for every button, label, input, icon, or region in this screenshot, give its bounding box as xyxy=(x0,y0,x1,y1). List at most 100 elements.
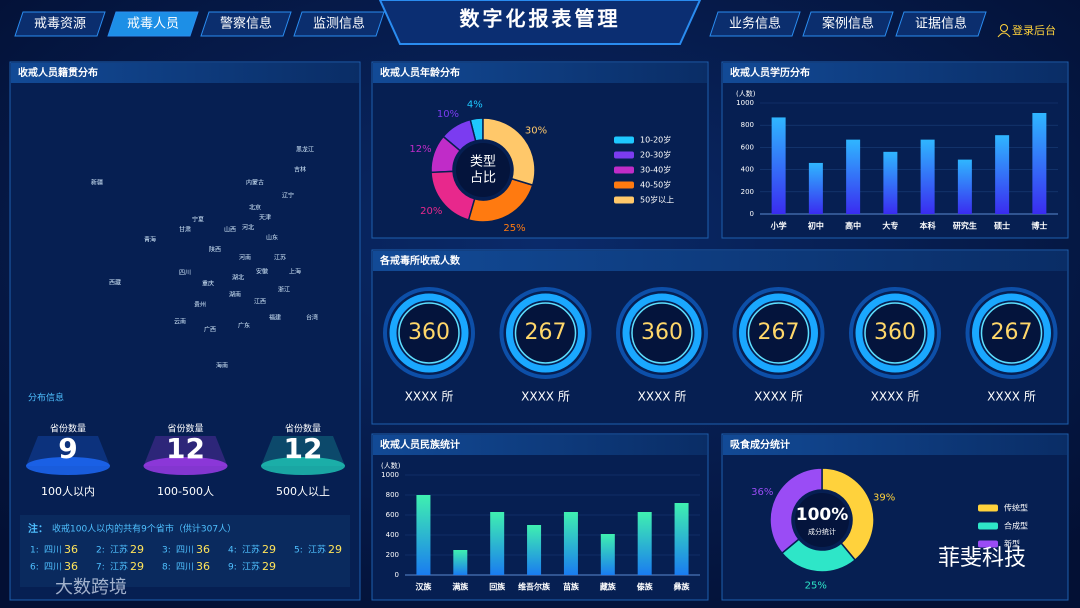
nav-tab-label[interactable]: 证据信息 xyxy=(915,16,967,32)
panel xyxy=(371,249,1069,425)
region-label: 浙江 xyxy=(278,286,290,294)
center-value: 360 xyxy=(641,320,683,345)
panel-title: 收戒人员学历分布 xyxy=(730,66,810,79)
region-label: 山西 xyxy=(224,226,236,234)
legend-swatch xyxy=(978,504,998,512)
panel-header xyxy=(373,63,707,83)
legend-swatch xyxy=(614,196,634,204)
nav-tab[interactable] xyxy=(802,11,894,37)
donut-center-label: 类型 xyxy=(470,155,496,170)
x-tick-label: 初中 xyxy=(808,221,824,231)
region-label: 贵州 xyxy=(194,301,206,309)
x-tick-label: 维吾尔族 xyxy=(518,582,551,592)
legend-swatch xyxy=(978,522,998,530)
bar xyxy=(637,512,652,575)
region-label: 河南 xyxy=(239,254,251,262)
list-rank: 1: xyxy=(30,546,39,556)
list-value: 29 xyxy=(130,560,144,573)
region-label: 广东 xyxy=(238,322,250,330)
region-label: 山东 xyxy=(266,234,278,242)
legend-swatch xyxy=(614,166,634,174)
nav-tab-label[interactable]: 业务信息 xyxy=(729,16,781,32)
nav-tab-label[interactable]: 戒毒人员 xyxy=(127,17,179,32)
nav-tab[interactable] xyxy=(107,11,199,37)
region-label: 重庆 xyxy=(202,280,214,288)
ring xyxy=(622,293,702,373)
y-tick-label: 0 xyxy=(395,571,399,579)
ring-outer xyxy=(383,287,475,379)
y-tick-label: 800 xyxy=(741,121,754,129)
center-value: 267 xyxy=(758,320,800,345)
user-icon[interactable] xyxy=(997,32,1011,38)
x-tick-label: 硕士 xyxy=(994,221,1010,231)
ring-outer xyxy=(732,287,825,379)
list-name: 江苏 xyxy=(308,544,326,556)
user-icon[interactable] xyxy=(1000,24,1008,32)
panel-title: 收戒人员籍贯分布 xyxy=(18,66,98,79)
nav-tab-label[interactable]: 案例信息 xyxy=(822,16,874,32)
x-tick-label: 博士 xyxy=(1031,221,1047,231)
x-tick-label: 苗族 xyxy=(563,582,580,592)
note-prefix: 注： xyxy=(28,522,48,535)
list-name: 江苏 xyxy=(110,561,128,573)
stat-value: 9 xyxy=(58,432,77,465)
stat-value: 12 xyxy=(166,432,205,465)
legend-swatch xyxy=(614,136,634,144)
legend-label: 30-40岁 xyxy=(640,165,671,175)
list-value: 36 xyxy=(64,560,78,573)
donut-center-label: 占比 xyxy=(470,171,496,186)
bar xyxy=(771,117,786,214)
note-text: 收戒100人以内的共有9个省市（供计307人） xyxy=(52,523,236,535)
nav-tab[interactable] xyxy=(200,11,292,37)
page-title: 数字化报表管理 xyxy=(460,7,621,31)
legend-swatch xyxy=(614,181,634,189)
list-value: 36 xyxy=(196,543,210,556)
login-link[interactable]: 登录后台 xyxy=(1012,23,1056,37)
center-label: XXXX 所 xyxy=(638,390,687,404)
ring-outer xyxy=(965,287,1058,379)
bar xyxy=(995,135,1010,214)
slice-label: 36% xyxy=(751,487,773,498)
nav-tab-label[interactable]: 戒毒资源 xyxy=(34,17,86,32)
nav-tab-label[interactable]: 警察信息 xyxy=(220,16,272,32)
slice-label: 10% xyxy=(437,109,459,120)
panel xyxy=(9,61,361,601)
region-label: 宁夏 xyxy=(192,216,204,224)
list-value: 29 xyxy=(328,543,342,556)
stat-glow xyxy=(261,457,345,475)
list-rank: 7: xyxy=(96,563,105,573)
bar xyxy=(527,525,542,575)
region-label: 西藏 xyxy=(109,279,121,287)
ring-inner xyxy=(398,302,460,364)
region-label: 湖南 xyxy=(229,291,241,299)
region-label: 广西 xyxy=(204,326,216,334)
stat-beam xyxy=(26,436,110,466)
stat-label: 省份数量 xyxy=(285,423,321,435)
list-value: 29 xyxy=(262,560,276,573)
list-rank: 9: xyxy=(228,563,237,573)
nav-tab[interactable] xyxy=(895,11,987,37)
donut-center-label: 成分统计 xyxy=(808,527,836,536)
nav-tab[interactable] xyxy=(293,11,385,37)
nav-tab[interactable] xyxy=(709,11,801,37)
x-tick-label: 回族 xyxy=(489,582,506,592)
slice-label: 4% xyxy=(467,100,483,111)
bar xyxy=(1032,112,1047,214)
info-label: 分布信息 xyxy=(28,392,64,404)
list-value: 36 xyxy=(64,543,78,556)
legend-swatch xyxy=(614,151,634,159)
ring xyxy=(506,293,585,373)
list-name: 四川 xyxy=(176,563,194,573)
list-name: 四川 xyxy=(44,563,62,573)
region-label: 天津 xyxy=(259,215,271,222)
ring xyxy=(972,293,1051,373)
region-label: 河北 xyxy=(242,224,254,232)
bar xyxy=(957,159,972,214)
list-rank: 4: xyxy=(228,546,237,556)
legend-label: 合成型 xyxy=(1004,521,1028,531)
stat-caption: 100-500人 xyxy=(157,485,214,498)
nav-tab[interactable] xyxy=(14,11,106,37)
panel-header xyxy=(723,435,1067,455)
y-tick-label: 1000 xyxy=(381,471,399,479)
nav-tab-label[interactable]: 监测信息 xyxy=(313,16,365,32)
